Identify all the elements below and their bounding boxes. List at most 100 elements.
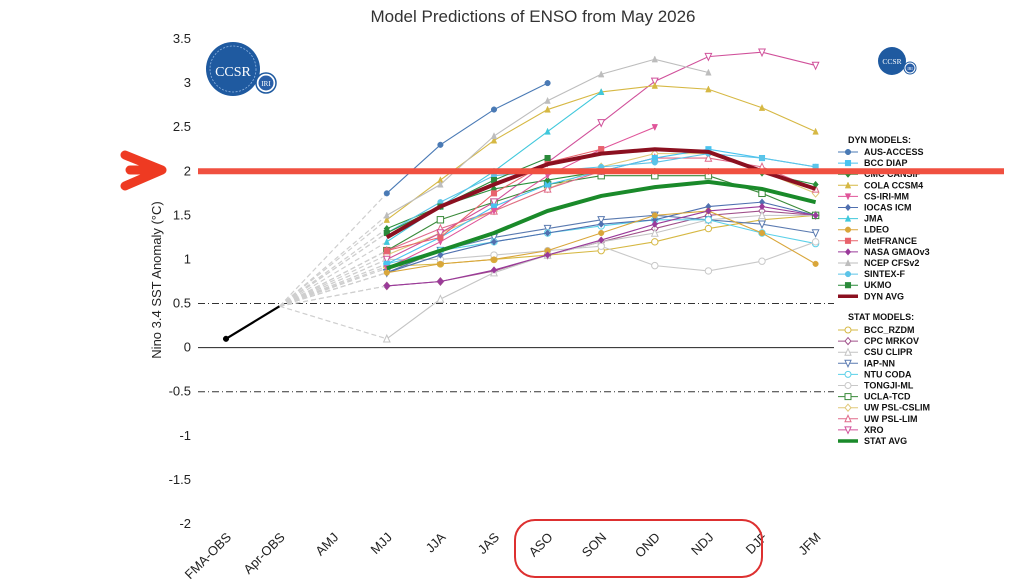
data-point bbox=[844, 326, 852, 334]
legend-item: UKMO bbox=[838, 280, 892, 290]
legend-item: STAT AVG bbox=[838, 436, 907, 446]
connector-line bbox=[279, 241, 388, 307]
series-line bbox=[385, 147, 817, 240]
data-point bbox=[437, 234, 444, 241]
data-point bbox=[598, 88, 605, 95]
connector-line bbox=[279, 258, 388, 307]
data-point bbox=[437, 260, 444, 267]
legend-item: TONGJI-ML bbox=[838, 381, 914, 391]
data-point bbox=[758, 103, 766, 111]
data-point bbox=[651, 212, 658, 219]
x-tick-label: Apr-OBS bbox=[240, 529, 288, 577]
data-point bbox=[383, 190, 390, 197]
data-point bbox=[844, 248, 852, 256]
legend-item: AUS-ACCESS bbox=[838, 147, 924, 157]
series-ntu-coda bbox=[279, 216, 820, 307]
data-point bbox=[490, 238, 498, 246]
data-point bbox=[758, 220, 766, 230]
legend-label: XRO bbox=[864, 425, 884, 435]
data-point bbox=[758, 202, 766, 211]
data-point bbox=[544, 96, 551, 104]
x-tick-label: DJF bbox=[743, 529, 770, 556]
chart-title: Model Predictions of ENSO from May 2026 bbox=[370, 7, 695, 26]
data-point bbox=[544, 229, 551, 237]
legend-label: DYN AVG bbox=[864, 291, 904, 301]
y-tick-label: 0.5 bbox=[173, 296, 191, 311]
legend-label: NTU CODA bbox=[864, 369, 912, 379]
x-tick-label: JFM bbox=[795, 530, 823, 558]
legend-dyn-header: DYN MODELS: bbox=[848, 135, 911, 145]
legend-label: UW PSL-CSLIM bbox=[864, 403, 930, 413]
y-tick-label: 3 bbox=[184, 75, 191, 90]
data-point bbox=[598, 236, 605, 244]
legend-label: TONGJI-ML bbox=[864, 381, 914, 391]
data-point bbox=[811, 61, 820, 71]
data-point bbox=[812, 127, 819, 135]
data-point bbox=[758, 257, 766, 265]
observed-line bbox=[225, 305, 281, 340]
data-point bbox=[222, 335, 230, 342]
data-point bbox=[704, 224, 713, 233]
data-point bbox=[844, 370, 852, 378]
x-tick-label: NDJ bbox=[688, 530, 716, 558]
data-point bbox=[705, 207, 712, 215]
x-tick-label: AMJ bbox=[312, 530, 341, 559]
legend-item: SINTEX-F bbox=[838, 269, 906, 279]
data-point bbox=[490, 106, 498, 113]
ccsr-logo-text: CCSR bbox=[215, 65, 251, 80]
data-point bbox=[382, 333, 391, 343]
data-point bbox=[704, 267, 713, 275]
y-tick-label: 2 bbox=[184, 163, 191, 178]
ccsr-logo-small-text: CCSR bbox=[882, 57, 901, 66]
data-point bbox=[437, 180, 444, 188]
data-point bbox=[383, 215, 390, 223]
data-point bbox=[650, 77, 659, 87]
data-point bbox=[651, 238, 659, 246]
x-tick-label: FMA-OBS bbox=[182, 529, 235, 582]
data-point bbox=[844, 148, 852, 156]
legend-item: CPC MRKOV bbox=[838, 336, 919, 346]
legend-label: BCC_RZDM bbox=[864, 325, 915, 335]
legend-item: UW PSL-LIM bbox=[838, 414, 918, 424]
data-point bbox=[844, 237, 852, 244]
data-point bbox=[844, 426, 852, 435]
data-point bbox=[490, 256, 498, 263]
connector-line bbox=[279, 192, 388, 307]
data-point bbox=[597, 119, 606, 128]
data-point bbox=[758, 154, 766, 162]
legend-label: JMA bbox=[864, 214, 884, 224]
data-point bbox=[705, 68, 712, 76]
legend-label: AUS-ACCESS bbox=[864, 147, 924, 157]
data-point bbox=[437, 141, 444, 148]
legend-label: STAT AVG bbox=[864, 436, 907, 446]
data-point bbox=[844, 160, 852, 167]
series-line bbox=[386, 126, 656, 269]
legend-item: NTU CODA bbox=[838, 369, 912, 379]
data-point bbox=[544, 105, 551, 113]
data-point bbox=[598, 146, 605, 153]
data-point bbox=[704, 52, 713, 62]
data-point bbox=[844, 403, 852, 412]
connector-line bbox=[279, 228, 388, 307]
y-tick-label: -2 bbox=[179, 516, 191, 531]
legend-item: JMA bbox=[838, 214, 884, 224]
data-point bbox=[544, 127, 551, 135]
data-point bbox=[844, 347, 852, 356]
data-point bbox=[598, 70, 605, 78]
y-tick-label: -1 bbox=[179, 428, 191, 443]
x-tick-label: OND bbox=[632, 530, 663, 561]
legend-item: CSU CLIPR bbox=[838, 347, 913, 357]
data-point bbox=[544, 154, 551, 162]
series-ncep-cfsv2 bbox=[279, 55, 712, 307]
legend-item: IOCAS ICM bbox=[838, 203, 912, 213]
series-dyn-avg bbox=[385, 147, 817, 240]
legend-item: XRO bbox=[838, 425, 884, 435]
connector-line bbox=[279, 305, 387, 340]
data-point bbox=[490, 207, 498, 215]
data-point bbox=[598, 229, 605, 237]
legend-stat-header: STAT MODELS: bbox=[848, 312, 914, 322]
connector-line bbox=[279, 272, 387, 307]
data-point bbox=[705, 85, 712, 93]
data-point bbox=[651, 81, 658, 89]
connector-line bbox=[279, 254, 388, 307]
